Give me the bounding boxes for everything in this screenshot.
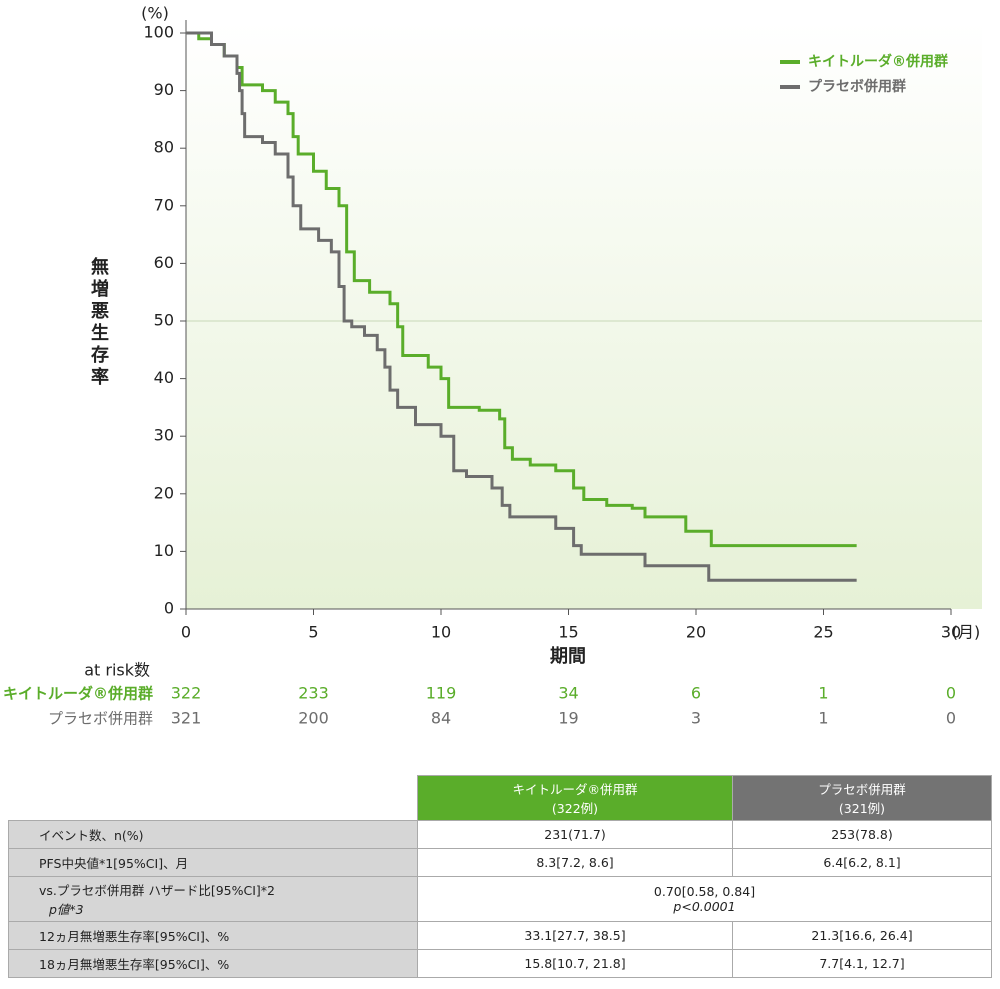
plot-background [186, 22, 982, 609]
cell-line: p<0.0001 [673, 899, 736, 914]
x-tick-label: 15 [558, 623, 578, 642]
y-tick-label: 100 [143, 23, 174, 42]
risk-title: at risk数 [84, 661, 150, 680]
header-empty [8, 775, 418, 821]
y-tick-label: 80 [154, 138, 174, 157]
chart: (%) (月) 期間 無増悪生存率01020304050607080901000… [3, 4, 982, 728]
risk-value: 19 [558, 709, 578, 728]
y-axis-label-char: 増 [91, 278, 109, 300]
legend-label: プラセボ併用群 [808, 78, 906, 95]
x-tick-label: 20 [686, 623, 706, 642]
y-tick-label: 50 [154, 311, 174, 330]
y-axis-label-char: 率 [91, 366, 109, 388]
risk-value: 322 [171, 684, 202, 703]
cell: 21.3[16.6, 26.4] [731, 921, 993, 950]
risk-value: 0 [946, 684, 956, 703]
table-row: PFS中央値*1[95%CI]、月 8.3[7.2, 8.6] 6.4[6.2, 8… [8, 848, 993, 877]
risk-value: 34 [558, 684, 578, 703]
row-label: PFS中央値*1[95%CI]、月 [8, 848, 418, 877]
merged-cell: 0.70[0.58, 0.84] p<0.0001 [417, 876, 992, 922]
y-tick-label: 70 [154, 195, 174, 214]
risk-value: 0 [946, 709, 956, 728]
x-tick-label: 10 [431, 623, 451, 642]
risk-value: 119 [426, 684, 457, 703]
x-axis-label: 期間 [550, 646, 586, 667]
row-label-line: p値*3 [49, 902, 84, 917]
cell: 253(78.8) [731, 820, 993, 849]
y-axis-label-char: 悪 [91, 301, 109, 322]
risk-value: 1 [818, 709, 828, 728]
cell-line: 0.70[0.58, 0.84] [653, 884, 756, 899]
risk-value: 200 [298, 709, 329, 728]
cell: 6.4[6.2, 8.1] [731, 848, 993, 877]
y-axis-label-char: 生 [91, 322, 109, 344]
header-cell: キイトルーダ®併用群 (322例) [417, 775, 733, 821]
header-row: キイトルーダ®併用群 (322例) プラセボ併用群 (321例) [8, 775, 993, 821]
x-tick-label: 30 [941, 623, 961, 642]
y-axis-label: 無増悪生存率 [91, 256, 109, 388]
survival-curve [186, 31, 857, 582]
header-text: (322例) [551, 801, 599, 816]
y-tick-label: 20 [154, 483, 174, 502]
header-cell: プラセボ併用群 (321例) [731, 775, 993, 821]
table-row: vs.プラセボ併用群 ハザード比[95%CI]*2 p値*3 0.70[0.58, … [8, 876, 992, 922]
y-tick-label: 90 [154, 80, 174, 99]
risk-value: 84 [431, 709, 451, 728]
y-axis-label-char: 存 [91, 344, 109, 366]
x-tick-label: 25 [813, 623, 833, 642]
row-label: イベント数、n(%) [8, 820, 418, 849]
cell: 15.8[10.7, 21.8] [417, 949, 733, 978]
header-text: プラセボ併用群 [818, 782, 906, 797]
y-unit: (%) [141, 4, 169, 23]
risk-value: 3 [691, 709, 701, 728]
y-tick-label: 60 [154, 253, 174, 272]
row-label: 12ヵ月無増悪生存率[95%CI]、% [8, 921, 418, 950]
y-tick-label: 10 [154, 541, 174, 560]
y-tick-label: 0 [164, 599, 174, 618]
table-row: イベント数、n(%) 231(71.7) 253(78.8) [8, 820, 993, 849]
x-unit: (月) [952, 623, 981, 642]
x-tick-label: 0 [181, 623, 191, 642]
legend-label: キイトルーダ®併用群 [808, 53, 948, 70]
risk-row-name: キイトルーダ®併用群 [3, 685, 153, 703]
cell: 33.1[27.7, 38.5] [417, 921, 733, 950]
summary-table: キイトルーダ®併用群 (322例) プラセボ併用群 (321例) イベント数、n(%) 2… [8, 775, 993, 978]
table-row: 18ヵ月無増悪生存率[95%CI]、% 15.8[10.7, 21.8] 7.7[4… [8, 949, 993, 978]
cell: 231(71.7) [417, 820, 733, 849]
row-label: 18ヵ月無増悪生存率[95%CI]、% [8, 949, 418, 978]
risk-row-name: プラセボ併用群 [48, 710, 153, 728]
row-label: vs.プラセボ併用群 ハザード比[95%CI]*2 p値*3 [8, 876, 418, 922]
header-text: キイトルーダ®併用群 [512, 782, 638, 797]
header-text: (321例) [838, 801, 886, 816]
cell: 7.7[4.1, 12.7] [731, 949, 993, 978]
risk-value: 6 [691, 684, 701, 703]
cell: 8.3[7.2, 8.6] [417, 848, 733, 877]
row-label-line: vs.プラセボ併用群 ハザード比[95%CI]*2 [39, 883, 276, 898]
y-axis-label-char: 無 [91, 256, 109, 278]
table-row: 12ヵ月無増悪生存率[95%CI]、% 33.1[27.7, 38.5] 21.3[… [8, 921, 993, 950]
y-tick-label: 30 [154, 426, 174, 445]
risk-value: 1 [818, 684, 828, 703]
y-tick-label: 40 [154, 368, 174, 387]
risk-value: 233 [298, 684, 329, 703]
x-tick-label: 5 [308, 623, 318, 642]
survival-curve [186, 31, 857, 548]
risk-value: 321 [171, 709, 202, 728]
